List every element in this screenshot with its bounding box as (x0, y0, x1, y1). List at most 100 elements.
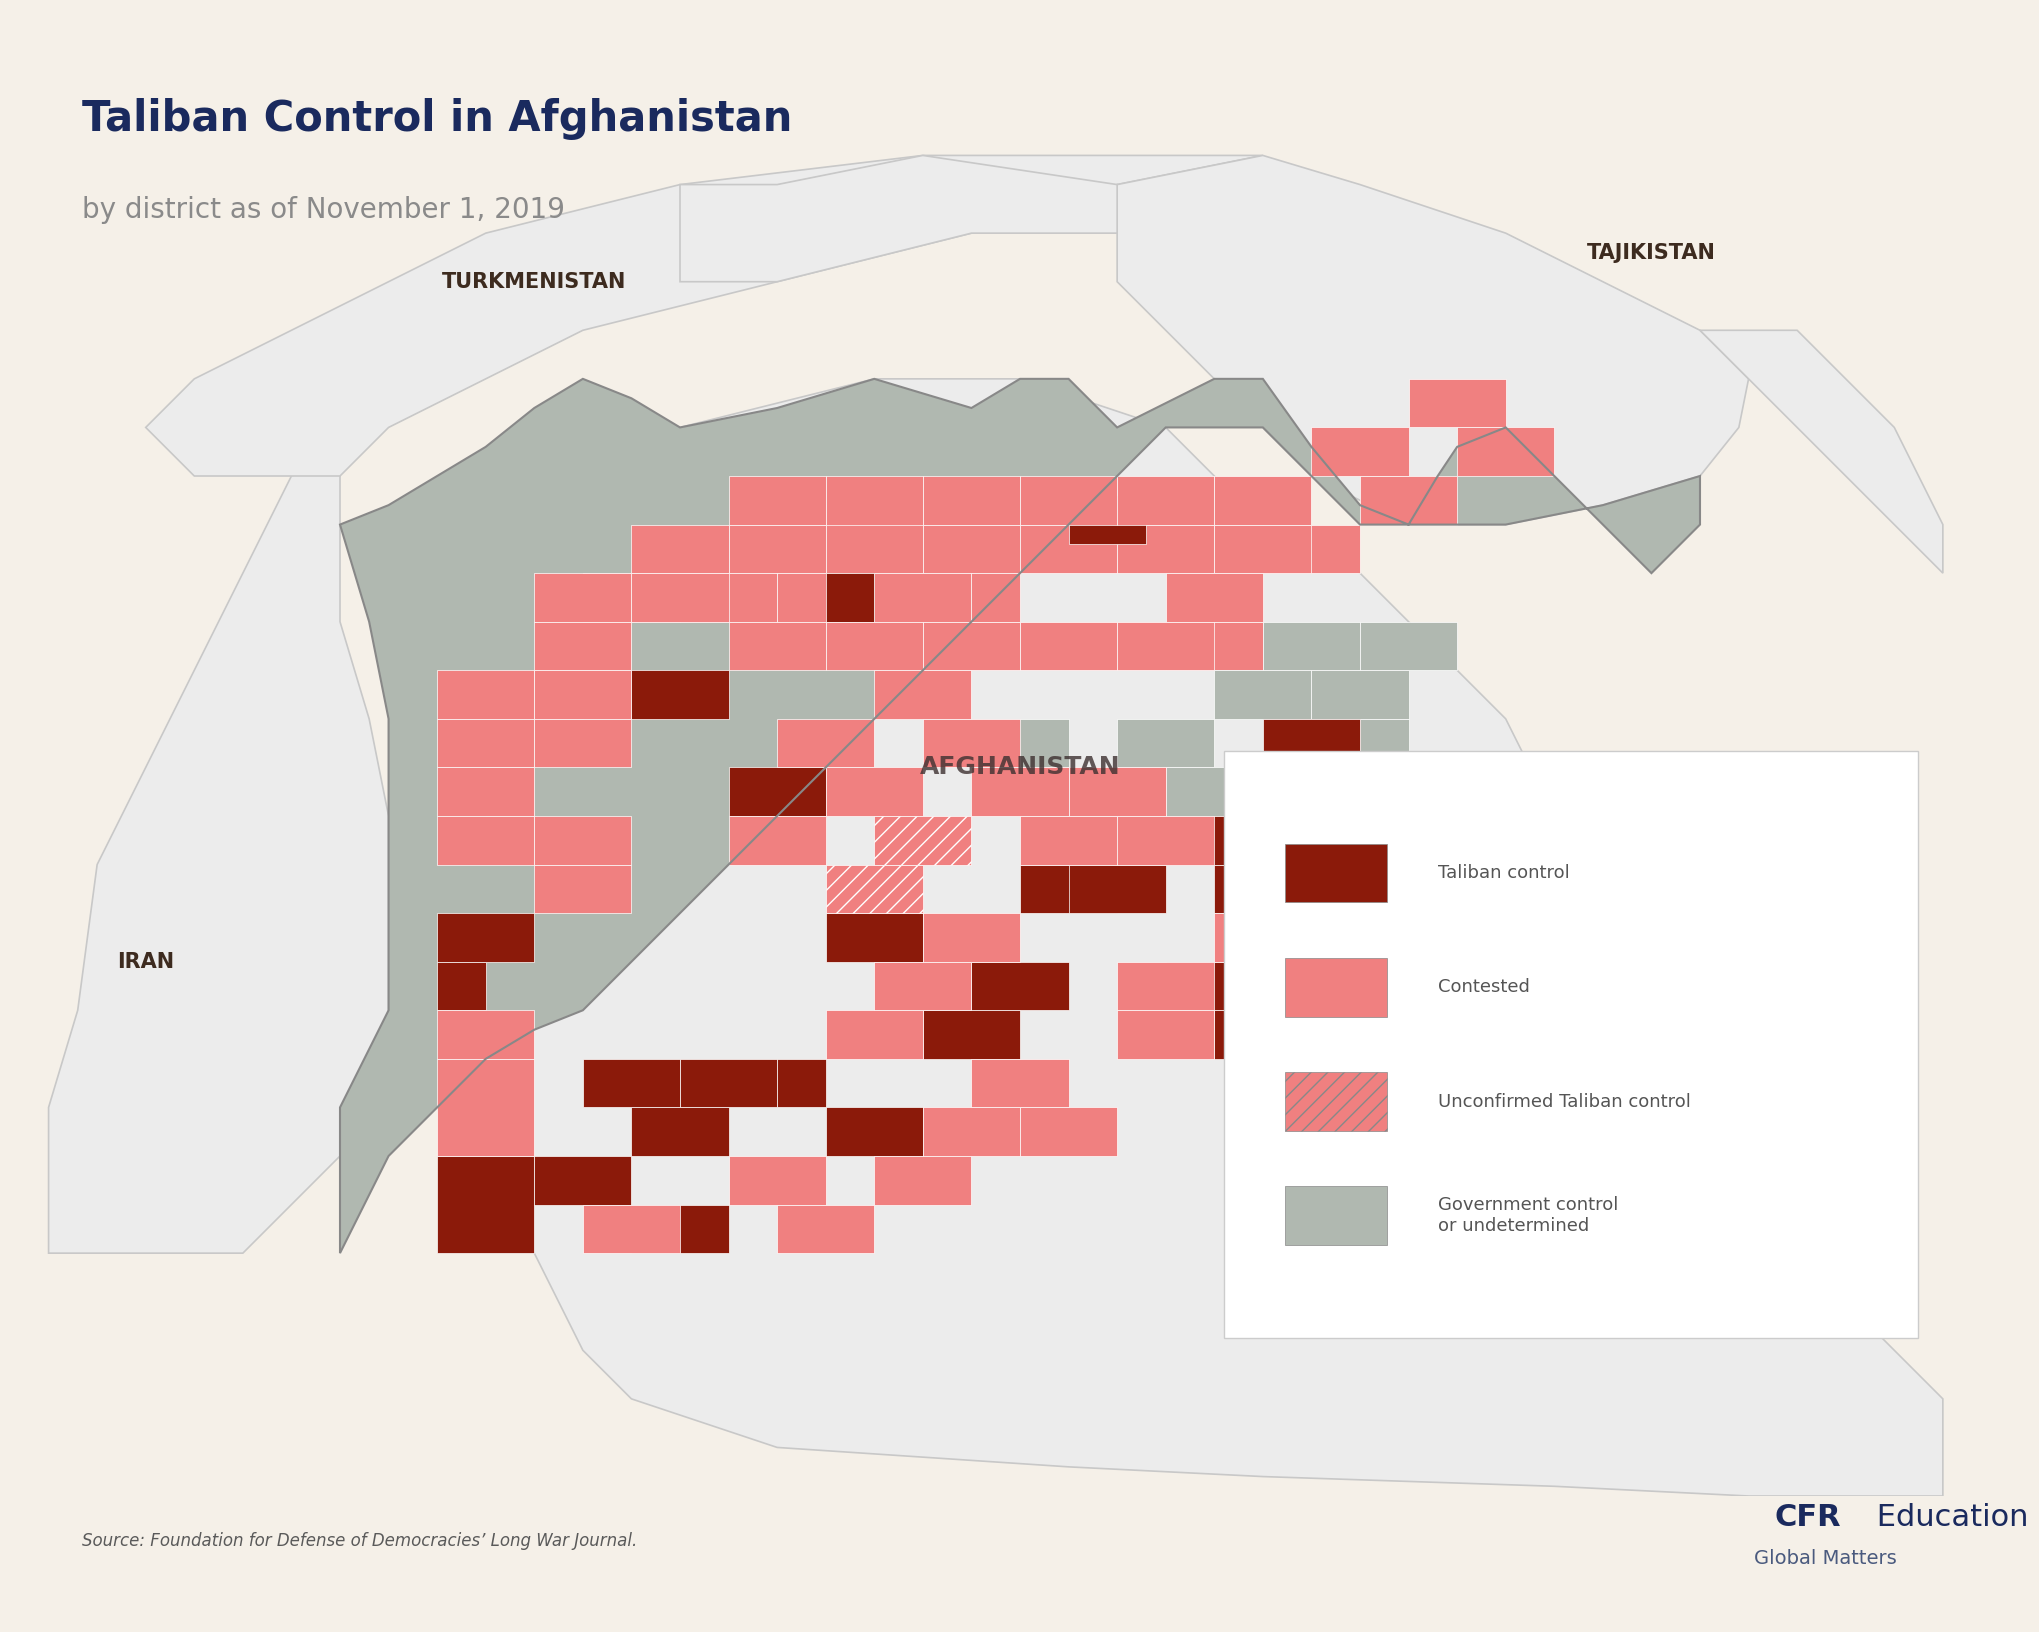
Polygon shape (1213, 524, 1311, 573)
Polygon shape (875, 573, 971, 622)
Polygon shape (1068, 865, 1164, 914)
Polygon shape (1117, 477, 1213, 524)
Polygon shape (583, 573, 679, 622)
Polygon shape (436, 671, 534, 718)
Polygon shape (1068, 816, 1164, 865)
Polygon shape (436, 379, 1941, 1497)
Text: Contested: Contested (1437, 978, 1529, 997)
Polygon shape (1698, 330, 1941, 573)
Polygon shape (1117, 155, 1747, 524)
Text: Education: Education (1866, 1503, 2027, 1532)
Text: Taliban control: Taliban control (1437, 863, 1570, 883)
Polygon shape (1068, 767, 1164, 816)
Polygon shape (922, 1108, 1020, 1155)
Polygon shape (1262, 865, 1360, 914)
Polygon shape (1020, 816, 1117, 865)
Polygon shape (1164, 622, 1262, 671)
Polygon shape (1117, 961, 1213, 1010)
Polygon shape (1164, 573, 1262, 622)
Polygon shape (728, 622, 826, 671)
Text: AFGHANISTAN: AFGHANISTAN (920, 756, 1119, 780)
Polygon shape (826, 1108, 922, 1155)
Polygon shape (1020, 1108, 1117, 1155)
Polygon shape (436, 1155, 534, 1253)
Polygon shape (922, 622, 1020, 671)
Polygon shape (826, 506, 922, 573)
Text: TURKMENISTAN: TURKMENISTAN (442, 271, 626, 292)
Text: CFR: CFR (1774, 1503, 1841, 1532)
Polygon shape (826, 477, 922, 524)
Polygon shape (679, 573, 777, 622)
Polygon shape (436, 961, 485, 1010)
Polygon shape (728, 1155, 826, 1204)
Polygon shape (1068, 622, 1164, 671)
Polygon shape (1407, 767, 1456, 816)
Text: Source: Foundation for Defense of Democracies’ Long War Journal.: Source: Foundation for Defense of Democr… (82, 1532, 636, 1550)
Polygon shape (971, 961, 1068, 1010)
Polygon shape (583, 622, 632, 671)
Polygon shape (1020, 524, 1117, 573)
Polygon shape (436, 914, 534, 961)
Polygon shape (875, 671, 971, 718)
Polygon shape (1456, 428, 1554, 477)
Polygon shape (1360, 961, 1456, 1010)
Polygon shape (679, 155, 1117, 282)
Polygon shape (485, 767, 534, 816)
Polygon shape (1213, 914, 1311, 961)
Polygon shape (534, 816, 632, 865)
Polygon shape (1117, 622, 1213, 671)
Polygon shape (1360, 622, 1456, 671)
Polygon shape (534, 573, 632, 622)
Polygon shape (922, 524, 1020, 573)
Text: Government control
or undetermined: Government control or undetermined (1437, 1196, 1617, 1235)
Polygon shape (728, 524, 826, 573)
Polygon shape (436, 1059, 534, 1155)
Polygon shape (1262, 524, 1360, 573)
Polygon shape (632, 1204, 728, 1253)
Polygon shape (583, 1204, 679, 1253)
Polygon shape (826, 1010, 922, 1059)
Polygon shape (777, 1059, 826, 1108)
Polygon shape (1311, 767, 1407, 816)
Polygon shape (632, 573, 728, 622)
Polygon shape (826, 767, 922, 816)
Polygon shape (875, 961, 971, 1010)
Polygon shape (1117, 816, 1213, 865)
Polygon shape (777, 573, 854, 622)
Polygon shape (777, 718, 875, 767)
Polygon shape (1407, 379, 1505, 428)
Text: by district as of November 1, 2019: by district as of November 1, 2019 (82, 196, 565, 224)
Polygon shape (1311, 816, 1407, 865)
Polygon shape (971, 1059, 1068, 1108)
Polygon shape (1117, 1010, 1213, 1059)
Polygon shape (341, 379, 1698, 1253)
Text: IRAN: IRAN (116, 951, 173, 971)
Polygon shape (875, 1155, 971, 1204)
Polygon shape (1117, 718, 1213, 767)
Polygon shape (534, 671, 632, 718)
Polygon shape (728, 767, 826, 816)
Polygon shape (49, 447, 387, 1253)
Polygon shape (1311, 671, 1407, 718)
Polygon shape (1360, 718, 1407, 767)
Polygon shape (534, 671, 583, 718)
Polygon shape (1213, 1010, 1311, 1059)
Polygon shape (1262, 718, 1360, 767)
Polygon shape (971, 767, 1068, 816)
Polygon shape (922, 914, 1020, 961)
Polygon shape (826, 573, 875, 622)
Polygon shape (971, 718, 1068, 767)
Polygon shape (826, 622, 922, 671)
Polygon shape (777, 1204, 875, 1253)
Polygon shape (1020, 767, 1117, 816)
Polygon shape (826, 865, 922, 914)
Polygon shape (728, 477, 826, 524)
Polygon shape (632, 1108, 728, 1155)
Text: Unconfirmed Taliban control: Unconfirmed Taliban control (1437, 1092, 1690, 1111)
Polygon shape (1262, 622, 1360, 671)
Polygon shape (534, 865, 632, 914)
Polygon shape (1117, 524, 1213, 573)
Polygon shape (1213, 671, 1311, 718)
Polygon shape (922, 1010, 1020, 1059)
Polygon shape (1020, 622, 1117, 671)
